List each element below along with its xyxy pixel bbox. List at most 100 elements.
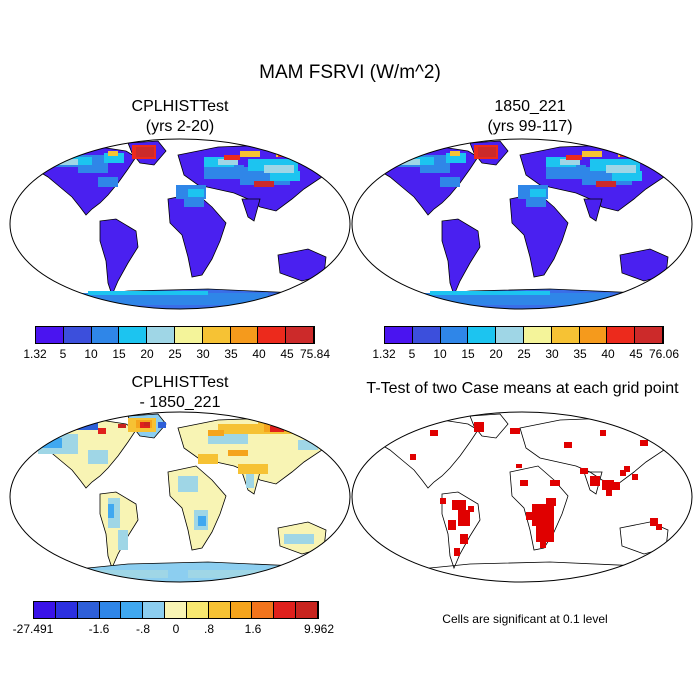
- land-samerica: [441, 218, 481, 297]
- data-cell: [178, 476, 198, 492]
- colorbar-swatch: [230, 602, 253, 618]
- data-cell: [118, 530, 128, 550]
- data-cell: [58, 159, 78, 165]
- significance-note: Cells are significant at 0.1 level: [442, 612, 608, 626]
- data-cell: [650, 518, 658, 526]
- data-cell: [208, 430, 224, 436]
- colorbar-swatch: [296, 602, 318, 618]
- colorbar-label: -27.491: [12, 622, 54, 636]
- data-cell: [606, 490, 612, 496]
- colorbar-swatch: [186, 602, 209, 618]
- data-cell: [640, 440, 648, 446]
- map-border: [9, 138, 351, 310]
- data-cell: [184, 197, 204, 207]
- colorbar-swatch: [230, 327, 259, 343]
- colorbar-swatch: [252, 602, 275, 618]
- colorbar-label: 10: [84, 347, 98, 361]
- colorbar-swatch: [496, 327, 524, 343]
- data-cell: [218, 159, 238, 165]
- colorbar-swatch: [165, 602, 187, 618]
- data-cell: [624, 466, 630, 472]
- colorbar-label: 76.06: [648, 347, 680, 361]
- data-cell: [468, 506, 474, 512]
- figure-title: MAM FSRVI (W/m^2): [259, 62, 441, 83]
- data-cell: [108, 151, 118, 156]
- colorbar-swatch: [121, 602, 144, 618]
- data-cell: [420, 163, 450, 173]
- colorbar-label: 40: [601, 347, 615, 361]
- data-cell: [78, 163, 108, 173]
- colorbar-swatch: [274, 602, 297, 618]
- land-india: [583, 471, 603, 495]
- data-cell: [254, 181, 274, 187]
- data-cell: [270, 171, 300, 181]
- colorbar-label: 15: [112, 347, 126, 361]
- data-cell: [452, 500, 466, 510]
- colorbar-swatch: [34, 602, 56, 618]
- colorbar-swatches: [35, 326, 315, 344]
- data-cell: [198, 516, 206, 526]
- colorbar-swatch: [468, 327, 497, 343]
- data-cell: [108, 504, 114, 518]
- data-cell: [612, 171, 642, 181]
- colorbar-swatch: [208, 602, 231, 618]
- data-cell: [540, 542, 546, 548]
- colorbar-label: 9.962: [303, 622, 335, 636]
- data-cell: [530, 189, 546, 197]
- data-cell: [656, 524, 662, 530]
- data-cell: [450, 297, 610, 305]
- colorbar-label: 40: [252, 347, 266, 361]
- colorbar-swatch: [55, 602, 78, 618]
- map-border: [9, 411, 351, 583]
- colorbar-label: -1.6: [88, 622, 110, 636]
- panel-title-difference: CPLHISTTest - 1850_221: [131, 374, 229, 411]
- data-cell: [98, 428, 106, 434]
- colorbar-swatch: [635, 327, 663, 343]
- data-cell: [536, 526, 554, 542]
- data-cell: [546, 165, 586, 179]
- colorbar-swatch: [143, 602, 166, 618]
- colorbar-label: 30: [196, 347, 210, 361]
- colorbar-swatch: [523, 327, 552, 343]
- land-africa: [167, 192, 227, 278]
- data-cell: [590, 476, 600, 486]
- colorbar-label: 25: [168, 347, 182, 361]
- colorbar-swatch: [551, 327, 580, 343]
- land-samerica: [99, 218, 139, 297]
- data-cell: [526, 197, 546, 207]
- colorbar-swatch: [174, 327, 203, 343]
- data-cell: [188, 570, 268, 578]
- map-1850-221: [351, 138, 693, 310]
- land-namerica: [377, 419, 479, 489]
- data-cell: [204, 165, 244, 179]
- data-cell: [596, 181, 616, 187]
- colorbar-label: 25: [517, 347, 531, 361]
- data-cell: [208, 434, 248, 444]
- colorbar-label: 0: [172, 622, 180, 636]
- colorbar-swatch: [147, 327, 175, 343]
- colorbar-label: 1.6: [244, 622, 262, 636]
- colorbar-label: 20: [489, 347, 503, 361]
- colorbar-label: 45: [280, 347, 294, 361]
- data-cell: [546, 498, 556, 506]
- data-cell: [52, 426, 62, 432]
- data-cell: [600, 430, 606, 436]
- data-cell: [620, 470, 626, 476]
- data-cell: [532, 504, 554, 526]
- data-cell: [550, 480, 560, 486]
- data-cell: [400, 159, 420, 165]
- data-cell: [560, 159, 580, 165]
- colorbar-label: 1.32: [23, 347, 47, 361]
- data-cell: [564, 442, 572, 448]
- colorbar-swatch: [36, 327, 64, 343]
- map-border: [351, 138, 693, 310]
- data-cell: [606, 165, 636, 173]
- map-ttest-significance: [351, 411, 693, 583]
- data-cell: [478, 147, 496, 157]
- colorbar-label: 35: [573, 347, 587, 361]
- land-africa: [509, 192, 569, 278]
- colorbar-label: .8: [203, 622, 215, 636]
- data-cell: [516, 464, 522, 468]
- land-india: [241, 198, 261, 222]
- data-cell: [64, 151, 78, 156]
